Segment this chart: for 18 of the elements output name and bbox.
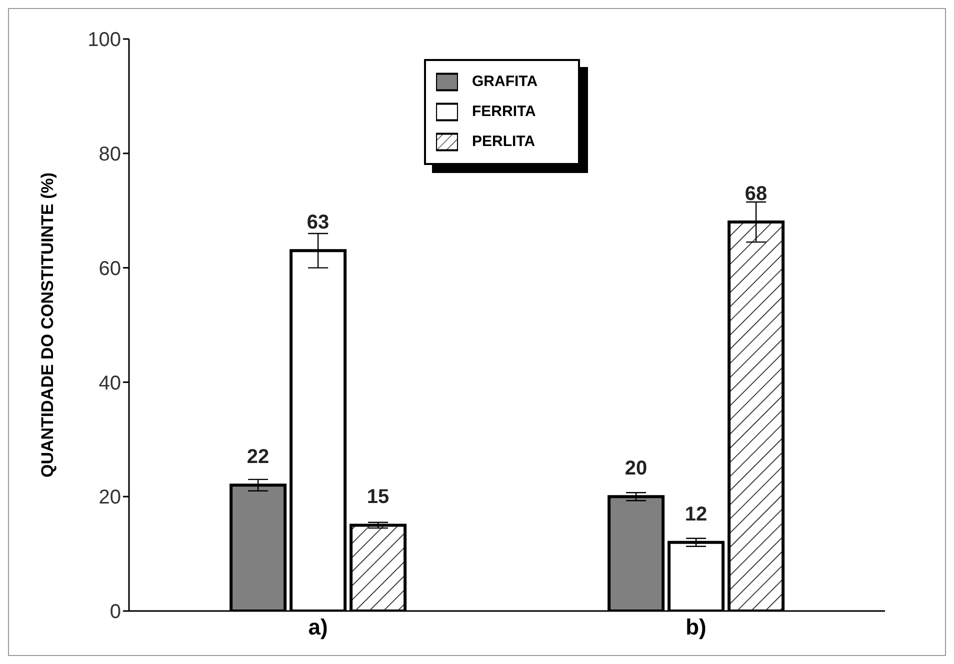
data-label: 12 (684, 503, 708, 526)
y-axis-title: QUANTIDADE DO CONSTITUINTE (%) (38, 172, 58, 478)
data-label: 63 (306, 212, 330, 234)
data-label: 68 (744, 183, 768, 206)
y-tick-label: 0 (110, 601, 121, 624)
y-tick-label: 20 (98, 486, 121, 509)
data-label: 15 (366, 486, 390, 508)
y-tick-label: 60 (98, 258, 121, 280)
y-tick-label: 80 (98, 144, 121, 166)
legend-label: FERRITA (472, 103, 536, 120)
legend-label: GRAFITA (472, 73, 538, 90)
y-tick-label: 40 (98, 372, 121, 394)
y-tick-label: 100 (88, 29, 121, 52)
data-label: 20 (624, 458, 648, 480)
x-tick-label: a) (308, 614, 328, 640)
x-tick-label: b) (686, 614, 706, 640)
legend-label: PERLITA (472, 133, 536, 150)
data-label: 22 (246, 446, 270, 468)
